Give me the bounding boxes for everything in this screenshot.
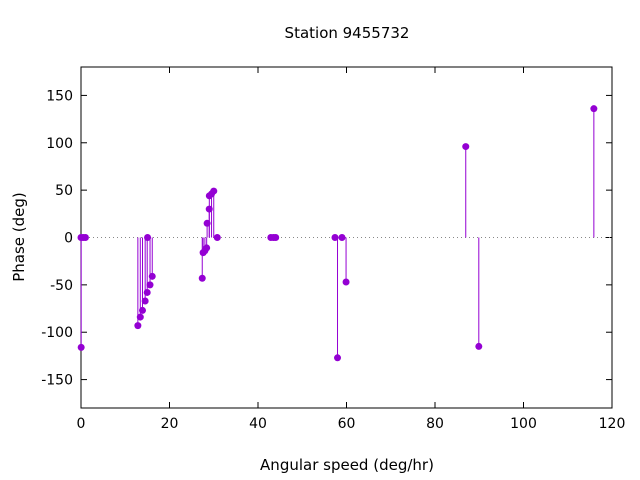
data-point: [213, 234, 221, 241]
data-point: [141, 297, 149, 305]
data-point: [203, 244, 211, 252]
y-tick-label: 50: [55, 183, 73, 199]
y-axis-label: Phase (deg): [10, 192, 28, 282]
data-marks: [77, 105, 598, 362]
y-tick-label: 100: [46, 136, 73, 152]
data-point: [143, 288, 151, 296]
data-point: [77, 343, 85, 351]
data-point: [81, 234, 89, 241]
x-tick-label: 60: [338, 416, 356, 432]
data-point: [342, 278, 350, 286]
x-tick-label: 100: [510, 416, 537, 432]
data-point: [148, 272, 156, 280]
axis-ticks: 0 20 40 60 80 100 120 -150 -100 -50 0 50 100 150: [41, 67, 625, 432]
y-tick-label: -150: [41, 373, 73, 389]
y-tick-label: -50: [50, 278, 73, 294]
data-point: [334, 354, 342, 362]
x-tick-label: 0: [77, 416, 86, 432]
data-point: [139, 306, 147, 314]
data-point: [144, 234, 152, 241]
data-point: [331, 234, 339, 241]
y-tick-label: 0: [64, 231, 73, 247]
data-point: [590, 105, 598, 113]
data-point: [136, 313, 144, 321]
x-tick-label: 120: [599, 416, 626, 432]
x-tick-label: 20: [161, 416, 179, 432]
data-point: [134, 322, 142, 330]
x-axis-label: Angular speed (deg/hr): [260, 456, 434, 474]
data-point: [462, 143, 470, 151]
data-point: [272, 234, 280, 241]
y-tick-label: 150: [46, 88, 73, 104]
data-point: [198, 274, 206, 282]
x-tick-label: 80: [426, 416, 444, 432]
x-tick-label: 40: [249, 416, 267, 432]
data-point: [210, 187, 218, 195]
data-point: [338, 234, 346, 241]
data-point: [146, 281, 154, 289]
y-tick-label: -100: [41, 325, 73, 341]
data-point: [475, 342, 483, 350]
chart-title: Station 9455732: [285, 24, 410, 42]
